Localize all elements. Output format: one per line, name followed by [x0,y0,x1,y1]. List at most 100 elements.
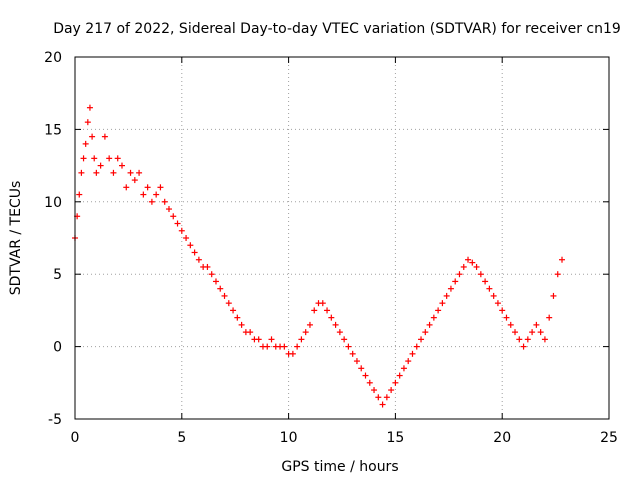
y-axis-ticks: -5 0 5 10 15 20 [44,50,609,428]
data-point [397,373,403,379]
data-point [491,293,497,299]
data-point [183,235,189,241]
data-point [256,336,262,342]
data-point [418,336,424,342]
data-point [175,221,181,227]
data-point [102,134,108,140]
data-point [153,192,159,198]
data-point [132,177,138,183]
data-point [76,192,82,198]
data-point [478,271,484,277]
data-point [358,365,364,371]
data-point [546,315,552,321]
data-point [521,344,527,350]
data-point [209,271,215,277]
data-point [115,155,121,161]
data-point [380,402,386,408]
data-point [87,105,93,111]
data-point [222,293,228,299]
data-point [414,344,420,350]
grid-lines [75,57,609,419]
data-point [290,351,296,357]
data-point [542,336,548,342]
data-point [422,329,428,335]
data-point [281,344,287,350]
data-point [350,351,356,357]
data-point [341,336,347,342]
y-tick-label: 0 [53,340,62,356]
data-point [533,322,539,328]
data-point [98,163,104,169]
data-point [525,336,531,342]
data-point [145,184,151,190]
data-point [187,242,193,248]
x-tick-label: 10 [280,430,298,446]
data-point [136,170,142,176]
data-point [409,351,415,357]
data-point [89,134,95,140]
data-point [384,394,390,400]
data-point [503,315,509,321]
y-tick-label: 20 [44,50,62,66]
x-tick-label: 15 [386,430,404,446]
data-point [371,387,377,393]
data-point [230,307,236,313]
x-axis-ticks: 0 5 10 15 20 25 [71,57,618,446]
data-point [85,119,91,125]
data-point [354,358,360,364]
data-point [401,365,407,371]
data-point [559,257,565,263]
data-point [448,286,454,292]
y-tick-label: -5 [48,412,62,428]
data-point [298,336,304,342]
y-tick-label: 5 [53,267,62,283]
data-points [72,105,565,408]
data-point [392,380,398,386]
data-point [226,300,232,306]
data-point [110,170,116,176]
data-point [427,322,433,328]
plot-frame [75,57,609,419]
data-point [439,300,445,306]
data-point [320,300,326,306]
data-point [431,315,437,321]
data-point [333,322,339,328]
data-point [456,271,462,277]
sdtvar-chart: Day 217 of 2022, Sidereal Day-to-day VTE… [0,0,640,480]
data-point [324,307,330,313]
data-point [140,192,146,198]
data-point [362,373,368,379]
data-point [166,206,172,212]
data-point [213,278,219,284]
data-point [311,307,317,313]
data-point [247,329,253,335]
data-point [405,358,411,364]
data-point [529,329,535,335]
data-point [499,307,505,313]
data-point [444,293,450,299]
data-point [538,329,544,335]
data-point [307,322,313,328]
data-point [179,228,185,234]
data-point [119,163,125,169]
data-point [303,329,309,335]
data-point [452,278,458,284]
data-point [123,184,129,190]
data-point [217,286,223,292]
data-point [93,170,99,176]
data-point [469,260,475,266]
data-point [83,141,89,147]
x-tick-label: 5 [177,430,186,446]
data-point [550,293,556,299]
data-point [294,344,300,350]
data-point [128,170,134,176]
data-point [474,264,480,270]
data-point [388,387,394,393]
data-point [337,329,343,335]
data-point [482,278,488,284]
data-point [345,344,351,350]
data-point [508,322,514,328]
y-tick-label: 10 [44,195,62,211]
data-point [149,199,155,205]
chart-title: Day 217 of 2022, Sidereal Day-to-day VTE… [53,21,621,37]
